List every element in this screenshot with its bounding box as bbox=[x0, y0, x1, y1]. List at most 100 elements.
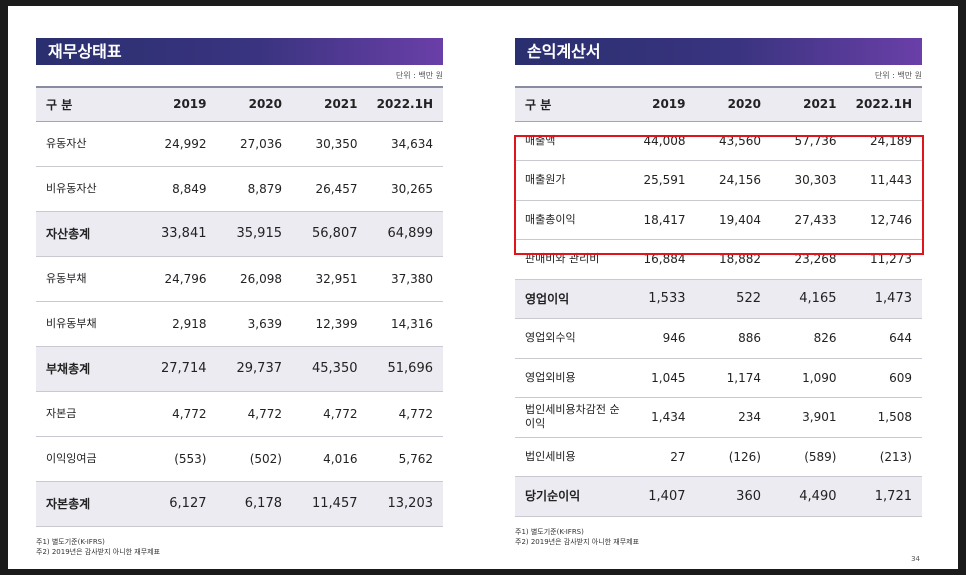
cell-2019: 27 bbox=[620, 437, 696, 477]
cell-2022-1h: 644 bbox=[846, 318, 922, 359]
header-label: 구 분 bbox=[525, 97, 552, 112]
cell-2022-1h: 5,762 bbox=[367, 436, 443, 482]
row-label: 부채총계 bbox=[36, 346, 141, 392]
cell-2020: 26,098 bbox=[216, 256, 292, 302]
cell-2019: 1,533 bbox=[620, 279, 696, 319]
note-2: 주2) 2019년은 감사받지 아니한 재무제표 bbox=[515, 537, 640, 546]
income-statement-notes: 주1) 별도기준(K-IFRS) 주2) 2019년은 감사받지 아니한 재무제… bbox=[515, 527, 922, 547]
row-label: 매출총이익 bbox=[515, 200, 620, 240]
income-statement-title: 손익계산서 bbox=[515, 38, 922, 65]
table-row: 매출총이익 18,417 19,404 27,433 12,746 bbox=[515, 200, 922, 240]
cell-2020: (126) bbox=[695, 437, 771, 477]
cell-2020: 24,156 bbox=[695, 160, 771, 201]
cell-2019: 1,407 bbox=[620, 476, 696, 517]
table-row: 판매비와 관리비 16,884 18,882 23,268 11,273 bbox=[515, 239, 922, 280]
cell-2021: 11,457 bbox=[292, 481, 368, 527]
header-2022-1h: 2022.1H bbox=[855, 97, 912, 112]
cell-2022-1h: 1,473 bbox=[846, 279, 922, 319]
cell-2022-1h: 1,508 bbox=[846, 397, 922, 438]
table-row: 자산총계 33,841 35,915 56,807 64,899 bbox=[36, 211, 443, 257]
cell-2021: 32,951 bbox=[292, 256, 368, 302]
row-label: 유동부채 bbox=[36, 256, 141, 302]
row-label: 당기순이익 bbox=[515, 476, 620, 517]
cell-2020: 35,915 bbox=[216, 211, 292, 257]
cell-2022-1h: 4,772 bbox=[367, 391, 443, 437]
table-row: 법인세비용 27 (126) (589) (213) bbox=[515, 437, 922, 477]
row-label: 비유동부채 bbox=[36, 301, 141, 347]
cell-2020: 1,174 bbox=[695, 358, 771, 398]
table-header-row: 구 분 2019 2020 2021 2022.1H bbox=[36, 87, 443, 121]
cell-2020: 18,882 bbox=[695, 239, 771, 280]
table-row: 자본총계 6,127 6,178 11,457 13,203 bbox=[36, 481, 443, 527]
income-statement-table: 구 분 2019 2020 2021 2022.1H 매출액 44,008 43,5… bbox=[515, 86, 922, 517]
cell-2022-1h: 64,899 bbox=[367, 211, 443, 257]
cell-2021: 30,350 bbox=[292, 121, 368, 167]
cell-2022-1h: 609 bbox=[846, 358, 922, 398]
row-label: 비유동자산 bbox=[36, 166, 141, 212]
cell-2019: 16,884 bbox=[620, 239, 696, 280]
cell-2021: 3,901 bbox=[771, 397, 847, 438]
cell-2021: 4,772 bbox=[292, 391, 368, 437]
cell-2021: 23,268 bbox=[771, 239, 847, 280]
income-statement-unit: 단위 : 백만 원 bbox=[874, 71, 922, 80]
cell-2019: (553) bbox=[141, 436, 217, 482]
note-1: 주1) 별도기준(K-IFRS) bbox=[515, 527, 584, 536]
table-row: 비유동자산 8,849 8,879 26,457 30,265 bbox=[36, 166, 443, 212]
cell-2021: (589) bbox=[771, 437, 847, 477]
cell-2020: 886 bbox=[695, 318, 771, 359]
header-2020: 2020 bbox=[248, 97, 282, 112]
cell-2020: 27,036 bbox=[216, 121, 292, 167]
row-label: 매출액 bbox=[515, 121, 620, 161]
cell-2019: 2,918 bbox=[141, 301, 217, 347]
table-row: 자본금 4,772 4,772 4,772 4,772 bbox=[36, 391, 443, 437]
header-2021: 2021 bbox=[324, 97, 358, 112]
cell-2019: 946 bbox=[620, 318, 696, 359]
table-row: 매출원가 25,591 24,156 30,303 11,443 bbox=[515, 160, 922, 201]
row-label: 자본총계 bbox=[36, 481, 141, 527]
table-row: 유동부채 24,796 26,098 32,951 37,380 bbox=[36, 256, 443, 302]
header-label: 구 분 bbox=[46, 97, 73, 112]
cell-2020: 29,737 bbox=[216, 346, 292, 392]
row-label: 영업외비용 bbox=[515, 358, 620, 398]
cell-2019: 33,841 bbox=[141, 211, 217, 257]
cell-2020: 6,178 bbox=[216, 481, 292, 527]
header-2019: 2019 bbox=[652, 97, 686, 112]
row-label: 매출원가 bbox=[515, 160, 620, 201]
table-header-row: 구 분 2019 2020 2021 2022.1H bbox=[515, 87, 922, 121]
table-row: 영업외수익 946 886 826 644 bbox=[515, 318, 922, 359]
header-2019: 2019 bbox=[173, 97, 207, 112]
row-label: 법인세비용차감전 순이익 bbox=[515, 397, 620, 438]
cell-2020: 4,772 bbox=[216, 391, 292, 437]
cell-2020: 8,879 bbox=[216, 166, 292, 212]
cell-2021: 26,457 bbox=[292, 166, 368, 212]
balance-sheet-notes: 주1) 별도기준(K-IFRS) 주2) 2019년은 감사받지 아니한 재무제… bbox=[36, 537, 443, 557]
table-row: 유동자산 24,992 27,036 30,350 34,634 bbox=[36, 121, 443, 167]
cell-2020: 522 bbox=[695, 279, 771, 319]
cell-2019: 27,714 bbox=[141, 346, 217, 392]
table-row: 당기순이익 1,407 360 4,490 1,721 bbox=[515, 476, 922, 517]
cell-2021: 4,165 bbox=[771, 279, 847, 319]
cell-2019: 24,992 bbox=[141, 121, 217, 167]
cell-2021: 45,350 bbox=[292, 346, 368, 392]
table-row: 이익잉여금 (553) (502) 4,016 5,762 bbox=[36, 436, 443, 482]
cell-2021: 12,399 bbox=[292, 301, 368, 347]
cell-2019: 1,045 bbox=[620, 358, 696, 398]
cell-2019: 25,591 bbox=[620, 160, 696, 201]
table-row: 영업외비용 1,045 1,174 1,090 609 bbox=[515, 358, 922, 398]
table-row: 부채총계 27,714 29,737 45,350 51,696 bbox=[36, 346, 443, 392]
cell-2022-1h: 13,203 bbox=[367, 481, 443, 527]
cell-2019: 24,796 bbox=[141, 256, 217, 302]
table-row: 매출액 44,008 43,560 57,736 24,189 bbox=[515, 121, 922, 161]
row-label: 법인세비용 bbox=[515, 437, 620, 477]
cell-2019: 18,417 bbox=[620, 200, 696, 240]
cell-2021: 1,090 bbox=[771, 358, 847, 398]
header-2021: 2021 bbox=[803, 97, 837, 112]
cell-2021: 57,736 bbox=[771, 121, 847, 161]
cell-2020: 360 bbox=[695, 476, 771, 517]
page-number: 34 bbox=[911, 555, 920, 563]
cell-2019: 8,849 bbox=[141, 166, 217, 212]
cell-2022-1h: 24,189 bbox=[846, 121, 922, 161]
header-2022-1h: 2022.1H bbox=[376, 97, 433, 112]
row-label: 이익잉여금 bbox=[36, 436, 141, 482]
cell-2022-1h: 14,316 bbox=[367, 301, 443, 347]
